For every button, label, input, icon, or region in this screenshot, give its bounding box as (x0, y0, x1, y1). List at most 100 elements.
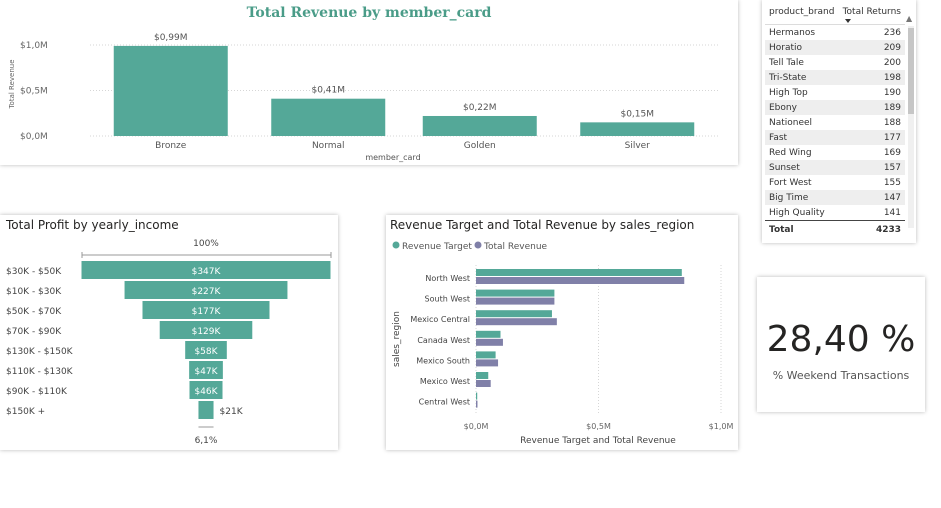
table-total-row: Total 4233 (765, 220, 905, 238)
kpi-value: 28,40 % (766, 319, 916, 360)
column-header-brand[interactable]: product_brand (765, 0, 839, 25)
brand-cell: Fast (769, 132, 788, 143)
table-row[interactable]: High Quality 141 (765, 205, 905, 221)
total-revenue-bar (476, 400, 478, 408)
revenue-target-bar (476, 392, 478, 400)
funnel-bar (189, 361, 223, 379)
revenue-target-bar (476, 372, 489, 379)
funnel-category-label: $30K - $50K (6, 267, 62, 277)
returns-cell: 200 (883, 57, 901, 68)
table-row[interactable]: Ebony 189 (765, 100, 905, 115)
column-header-returns[interactable]: Total Returns (838, 0, 905, 25)
table-row[interactable]: High Top 190 (765, 85, 905, 100)
product-brand-table-visual[interactable]: product_brand Total Returns Hermanos 236 H… (762, 0, 916, 243)
brand-cell: Sunset (769, 162, 800, 173)
profit-chart-title: Total Profit by yearly_income (6, 218, 179, 232)
funnel-value-label: $177K (192, 307, 222, 317)
revenue-data-label: $0,22M (463, 103, 497, 113)
brand-cell: Horatio (769, 42, 803, 53)
region-label: Mexico Central (410, 315, 470, 324)
revenue-bar (271, 98, 386, 136)
legend-marker (392, 241, 400, 249)
x-axis-title: member_card (365, 153, 420, 162)
y-axis-title: sales_region (392, 311, 402, 367)
table-row[interactable]: Sunset 157 (765, 160, 905, 175)
returns-cell: 155 (883, 177, 901, 188)
scroll-up-icon[interactable]: ▲ (906, 14, 913, 23)
table-scrollbar[interactable] (908, 26, 914, 228)
total-revenue-bar (476, 277, 685, 284)
x-category-label: Normal (312, 141, 345, 151)
funnel-bar (189, 381, 223, 399)
x-axis-title: Revenue Target and Total Revenue (520, 436, 676, 446)
weekend-transactions-kpi-card[interactable]: 28,40 % % Weekend Transactions (757, 277, 925, 412)
region-label: South West (425, 295, 470, 304)
funnel-value-label: $58K (194, 347, 218, 357)
returns-cell: 189 (883, 102, 901, 113)
profit-funnel-chart[interactable]: 100% $30K - $50K $347K $10K - $30K $227K $50K… (0, 215, 338, 450)
revenue-target-chart[interactable]: Revenue Target Total Revenue $0,0M $0,5M $1,… (386, 215, 738, 450)
region-label: Mexico South (416, 356, 470, 365)
funnel-category-label: $90K - $110K (6, 387, 68, 397)
brand-cell: Tri-State (769, 72, 807, 83)
funnel-bar (159, 321, 253, 339)
profit-by-income-visual[interactable]: Total Profit by yearly_income 100% $30K -… (0, 215, 338, 450)
table-row[interactable]: Fast 177 (765, 130, 905, 145)
funnel-bar (185, 341, 227, 359)
funnel-category-label: $150K + (6, 407, 45, 417)
brand-cell: Fort West (769, 177, 812, 188)
table-row[interactable]: Horatio 209 (765, 40, 905, 55)
table-row[interactable]: Fort West 155 (765, 175, 905, 190)
y-tick-label: $0,5M (20, 87, 48, 97)
returns-cell: 209 (883, 42, 901, 53)
brand-cell: High Quality (769, 207, 825, 218)
table-row[interactable]: Red Wing 169 (765, 145, 905, 160)
funnel-value-label: $227K (192, 287, 222, 297)
revenue-bar (422, 115, 537, 136)
revenue-target-bar (476, 269, 682, 276)
region-label: Mexico West (420, 377, 470, 386)
funnel-category-label: $110K - $130K (6, 367, 74, 377)
x-category-label: Silver (625, 141, 651, 151)
y-tick-label: $1,0M (20, 41, 48, 51)
returns-cell: 190 (883, 87, 901, 98)
total-revenue-bar (476, 380, 491, 387)
revenue-target-bar (476, 310, 552, 318)
table-row[interactable]: Nationeel 188 (765, 115, 905, 130)
total-revenue-bar (476, 359, 499, 367)
legend-item: Revenue Target (402, 242, 472, 252)
funnel-category-label: $50K - $70K (6, 307, 62, 317)
revenue-target-by-region-visual[interactable]: Revenue Target and Total Revenue by sale… (386, 215, 738, 450)
revenue-chart[interactable]: $1,0M $0,5M $0,0M Total Revenue $0,99M Bronze… (0, 0, 738, 165)
table-row[interactable]: Hermanos 236 (765, 25, 905, 41)
returns-cell: 147 (883, 192, 901, 203)
returns-cell: 157 (883, 162, 901, 173)
funnel-value-label: $46K (194, 387, 218, 397)
revenue-target-bar (476, 351, 496, 359)
x-tick-label: $0,5M (586, 422, 611, 431)
revenue-target-bar (476, 330, 501, 338)
target-chart-title: Revenue Target and Total Revenue by sale… (390, 218, 695, 232)
table-row[interactable]: Big Time 147 (765, 190, 905, 205)
region-label: North West (425, 274, 470, 283)
funnel-value-label: $129K (192, 327, 222, 337)
total-value: 4233 (838, 220, 905, 238)
revenue-by-member-card-visual[interactable]: Total Revenue by member_card $1,0M $0,5M $… (0, 0, 738, 165)
table-row[interactable]: Tri-State 198 (765, 70, 905, 85)
sort-descending-icon (844, 19, 851, 23)
returns-cell: 188 (883, 117, 901, 128)
bottom-percent-label: 6,1% (195, 436, 218, 446)
top-percent-label: 100% (193, 239, 219, 249)
legend-marker (474, 241, 482, 249)
revenue-chart-title: Total Revenue by member_card (246, 5, 492, 21)
brand-cell: Nationeel (769, 117, 813, 128)
funnel-value-label: $21K (220, 407, 244, 417)
revenue-data-label: $0,99M (154, 33, 188, 43)
funnel-category-label: $10K - $30K (6, 287, 62, 297)
scrollbar-thumb[interactable] (908, 28, 914, 114)
total-revenue-bar (476, 297, 555, 305)
brand-cell: Red Wing (769, 147, 812, 158)
total-revenue-bar (476, 338, 503, 346)
table-row[interactable]: Tell Tale 200 (765, 55, 905, 70)
kpi-label: % Weekend Transactions (772, 369, 910, 382)
